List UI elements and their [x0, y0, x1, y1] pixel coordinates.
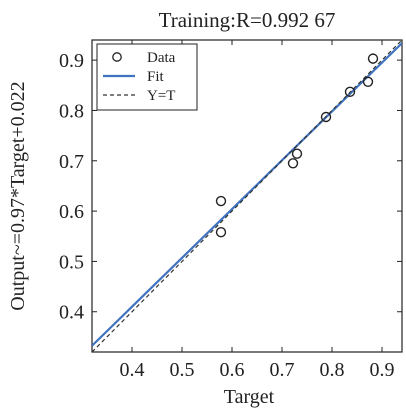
y-tick-label: 0.6 [59, 201, 84, 223]
chart-title: Training:R=0.992 67 [159, 8, 336, 32]
x-tick-label: 0.6 [220, 359, 245, 381]
y-tick-label: 0.4 [59, 302, 84, 324]
legend-items: Data Fit Y=T [103, 50, 176, 104]
data-point [344, 86, 356, 98]
data-point [367, 53, 379, 64]
legend-label: Data [147, 50, 176, 66]
lines-layer [92, 40, 402, 352]
legend: Data Fit Y=T [96, 43, 198, 111]
x-tick-label: 0.4 [120, 359, 145, 381]
x-tick-label: 0.8 [320, 359, 345, 381]
y-tick-label: 0.8 [59, 100, 84, 122]
data-point [362, 76, 374, 87]
fit-line [92, 42, 402, 347]
points-layer [215, 53, 379, 238]
x-tick-label: 0.7 [270, 359, 295, 381]
data-point [291, 148, 303, 159]
legend-label: Fit [147, 69, 165, 85]
data-point [320, 111, 332, 123]
y-tick-label: 0.9 [59, 50, 84, 72]
data-point [215, 227, 227, 238]
y-axis-label: Output~=0.97*Target+0.022 [7, 81, 29, 310]
x-tick-label: 0.9 [370, 359, 395, 381]
data-point [287, 158, 299, 169]
data-point [215, 195, 227, 207]
legend-label: Y=T [147, 88, 175, 104]
plot-area: 0.4 0.5 0.6 0.7 0.8 0.9 0.4 0.5 0.6 0.7 0.8 0.9 [59, 39, 403, 381]
y-tick-label: 0.5 [59, 251, 84, 273]
identity-line [92, 40, 402, 352]
ticks-layer: 0.4 0.5 0.6 0.7 0.8 0.9 0.4 0.5 0.6 0.7 0.8 0.9 [59, 40, 402, 381]
legend-marker-data [112, 52, 122, 62]
x-tick-label: 0.5 [170, 359, 195, 381]
y-tick-label: 0.7 [59, 151, 84, 173]
x-axis-label: Target [224, 386, 275, 408]
